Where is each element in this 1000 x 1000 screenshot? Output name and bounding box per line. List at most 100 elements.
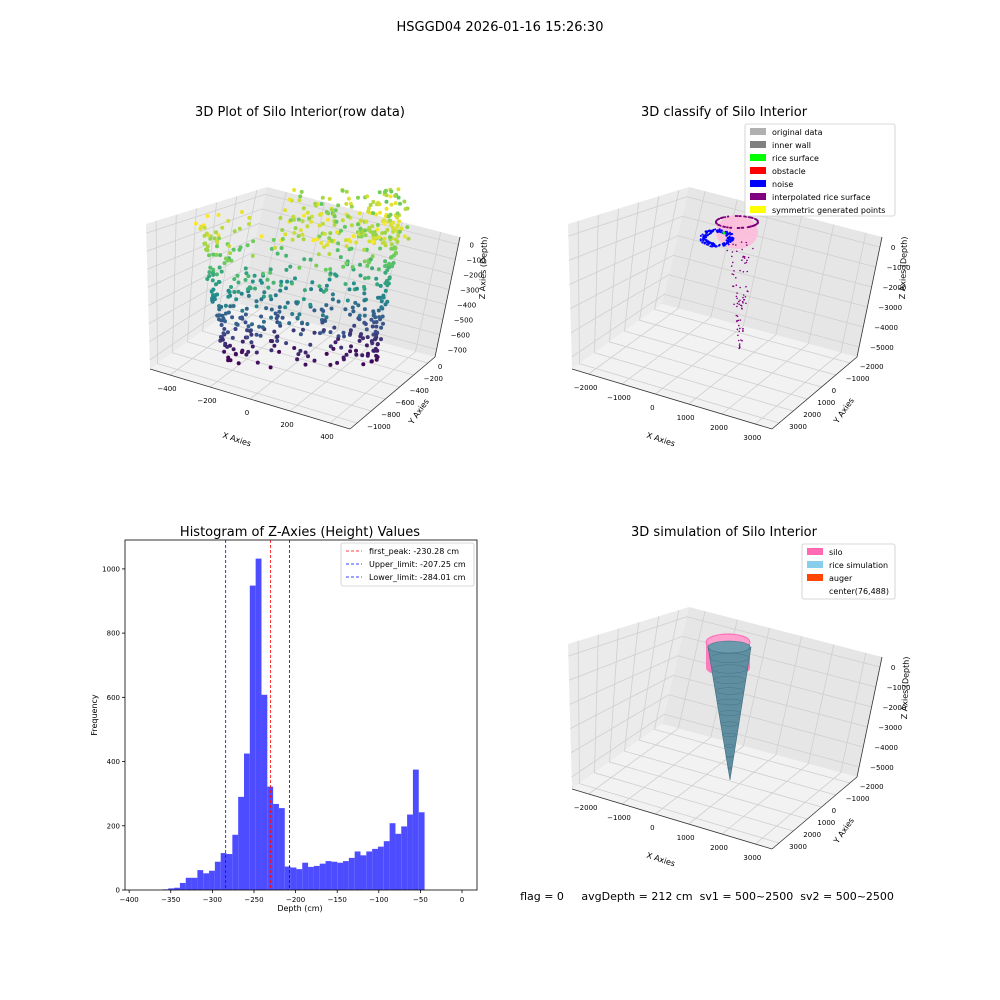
raw-data-point — [375, 227, 380, 232]
raw-data-point — [382, 241, 387, 246]
raw-data-point — [245, 328, 250, 333]
interpolated-point — [743, 298, 746, 301]
raw-data-point — [269, 307, 274, 312]
interpolated-point — [731, 273, 733, 275]
raw-data-point — [296, 352, 301, 357]
raw-data-point — [278, 216, 283, 220]
noise-point — [699, 234, 702, 237]
raw-data-point — [324, 283, 329, 288]
interpolated-point — [742, 226, 744, 229]
raw-data-point — [272, 329, 277, 334]
raw-data-point — [220, 225, 225, 230]
interpolated-point — [734, 215, 737, 217]
x-tick-label: −200 — [286, 896, 305, 904]
interpolated-point — [732, 273, 735, 276]
raw-data-point — [299, 189, 304, 194]
z-tick-label: −400 — [457, 302, 476, 310]
interpolated-point — [746, 226, 749, 229]
raw-data-point — [214, 252, 219, 257]
z-tick-label: 0 — [469, 242, 473, 250]
interpolated-point — [736, 297, 738, 300]
y-tick-label: 1000 — [817, 399, 835, 407]
raw-data-point — [226, 288, 231, 293]
raw-data-point — [382, 190, 387, 195]
interpolated-point — [737, 339, 740, 342]
y-tick-label: −800 — [381, 411, 400, 419]
raw-data-point — [406, 236, 411, 241]
interpolated-point — [736, 320, 738, 322]
raw-data-point — [359, 332, 364, 337]
interpolated-point — [739, 327, 741, 330]
raw-data-point — [334, 219, 339, 224]
raw-data-point — [211, 287, 216, 292]
interpolated-point — [736, 292, 738, 294]
interpolated-point — [744, 296, 747, 298]
y-tick-label: 0 — [116, 887, 120, 895]
raw-data-point — [371, 211, 376, 216]
raw-data-point — [321, 328, 326, 333]
raw-data-point — [317, 234, 322, 239]
interpolated-point — [724, 216, 727, 219]
raw-data-point — [383, 288, 388, 293]
noise-point — [699, 239, 702, 242]
raw-data-point — [216, 213, 221, 217]
raw-data-point — [277, 309, 282, 314]
raw-data-point — [384, 206, 389, 211]
raw-data-point — [343, 307, 348, 312]
interpolated-point — [739, 299, 741, 302]
interpolated-point — [736, 250, 738, 253]
classify3d-zlabel: Z Axies (Depth) — [898, 236, 909, 299]
raw-data-point — [287, 321, 292, 326]
interpolated-point — [745, 261, 748, 264]
raw-data-point — [285, 300, 290, 305]
interpolated-point — [742, 271, 745, 273]
x-tick-label: −50 — [413, 896, 428, 904]
histogram-bar — [401, 826, 408, 890]
raw-data-point — [402, 199, 407, 204]
legend-label: obstacle — [772, 167, 806, 176]
raw-data-point — [251, 239, 256, 244]
raw-data-point — [344, 244, 349, 249]
noise-point — [725, 239, 728, 242]
raw-data-point — [362, 287, 367, 291]
raw-data-point — [232, 277, 237, 282]
raw-data-point — [387, 261, 392, 266]
raw-data-point — [328, 231, 333, 236]
z-tick-label: −2000 — [883, 704, 907, 712]
raw-data-point — [245, 335, 250, 340]
raw-data-point — [320, 313, 325, 318]
z-gridline — [568, 215, 876, 268]
interpolated-point — [736, 215, 739, 217]
raw-data-point — [218, 253, 223, 258]
raw-data-point — [302, 213, 306, 218]
raw-data-point — [252, 273, 257, 278]
raw-data-point — [268, 294, 273, 299]
raw-data-point — [318, 287, 323, 292]
raw-data-point — [292, 188, 297, 192]
interpolated-point — [737, 334, 739, 337]
raw-data-point — [371, 199, 376, 204]
y-gridline — [594, 214, 794, 412]
raw-data-point — [280, 315, 285, 320]
raw-data-point — [237, 226, 242, 231]
y-tick-label: −2000 — [860, 783, 884, 791]
noise-point — [714, 228, 717, 231]
raw-data-point — [290, 312, 295, 316]
raw-data-point — [243, 312, 248, 317]
raw-data-point — [396, 187, 401, 192]
x-tick-label: −400 — [157, 385, 176, 393]
raw-data-point — [372, 320, 377, 325]
classify3d-legend: original data inner wall rice surface obsta… — [744, 123, 896, 217]
raw-data-point — [351, 234, 356, 239]
noise-point — [705, 240, 708, 243]
classify3d-axes: −2000 −1000 0 1000 2000 3000 −2000 −1000 0 1000 20… — [568, 187, 910, 442]
legend-label: Lower_limit: -284.01 cm — [369, 573, 466, 582]
raw-data-point — [364, 343, 369, 348]
histogram-bar — [174, 887, 180, 890]
raw-data-point — [226, 218, 231, 223]
raw-data-point — [279, 246, 284, 250]
histogram-ylabel: Frequency — [90, 694, 99, 736]
x-gridline — [655, 627, 770, 815]
left-pane — [568, 187, 689, 369]
raw-data-point — [228, 304, 233, 309]
